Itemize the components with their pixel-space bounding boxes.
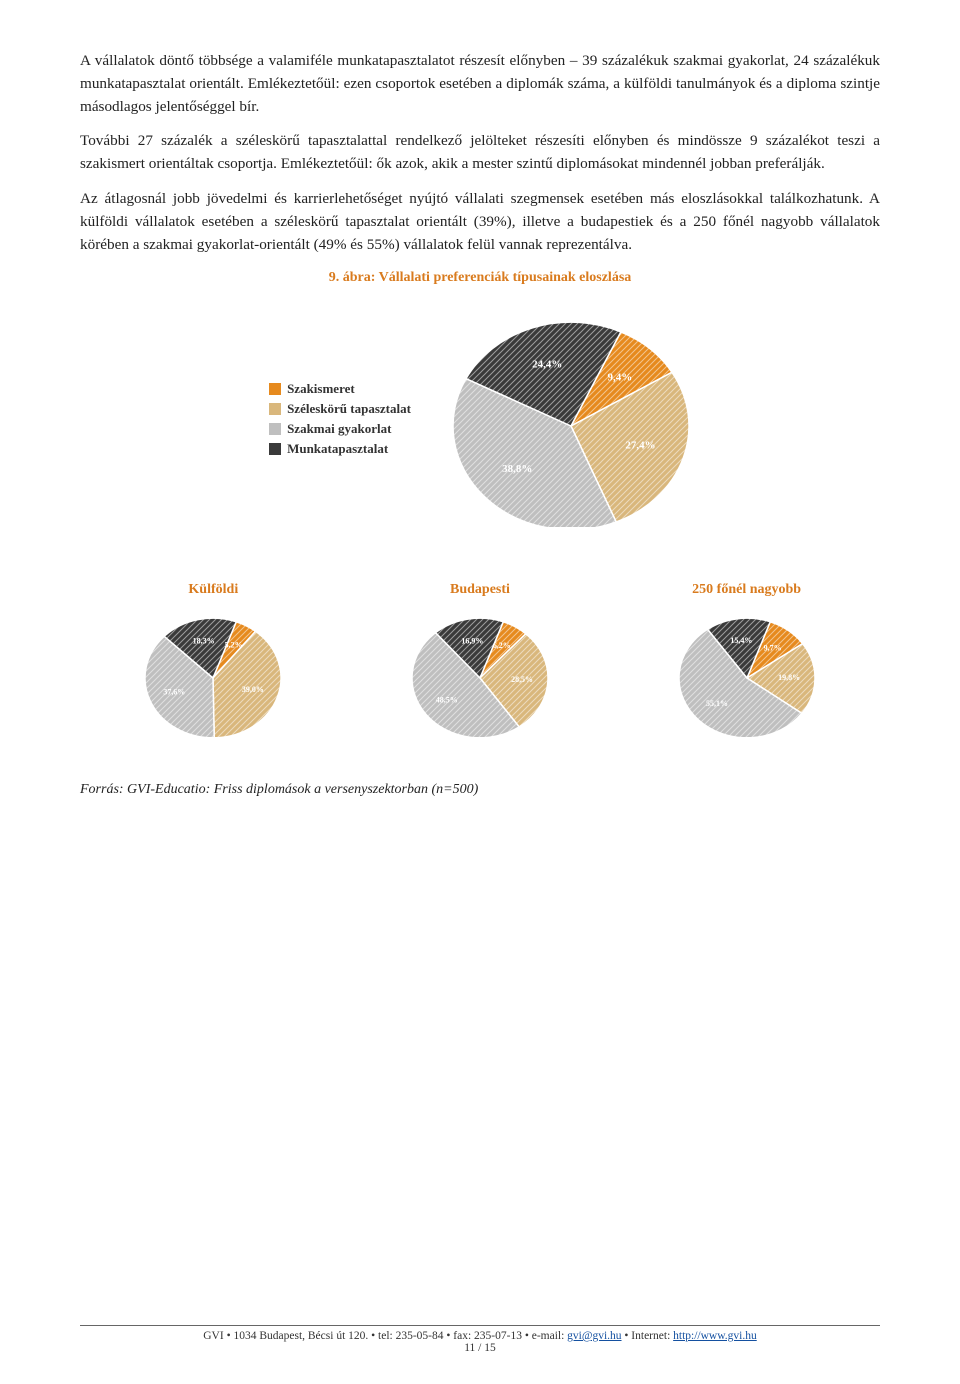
pie-slice-label: 28,5%: [511, 675, 533, 684]
pie-slice-label: 37,6%: [164, 688, 186, 697]
pie-slice-label: 5,2%: [225, 641, 243, 650]
footer-mid: • Internet:: [622, 1330, 674, 1342]
pie-slice-label: 55,1%: [706, 699, 728, 708]
pie-slice-label: 18,3%: [193, 637, 215, 646]
legend: Szakismeret Széleskörű tapasztalat Szakmai…: [269, 377, 411, 461]
legend-swatch: [269, 383, 281, 395]
small-pie-chart: 6,2% 28,5% 48,5% 16,9%: [410, 608, 550, 742]
legend-item: Szakmai gyakorlat: [269, 421, 411, 437]
small-chart-title: 250 főnél nagyobb: [677, 582, 817, 598]
source-text: Forrás: GVI-Educatio: Friss diplomások a…: [80, 782, 880, 798]
pie-slice-label: 9,7%: [763, 644, 781, 653]
footer-address: GVI • 1034 Budapest, Bécsi út 120. • tel…: [203, 1330, 567, 1342]
footer-url-link[interactable]: http://www.gvi.hu: [673, 1330, 757, 1342]
legend-label: Széleskörű tapasztalat: [287, 401, 411, 417]
legend-label: Szakismeret: [287, 381, 355, 397]
legend-item: Munkatapasztalat: [269, 441, 411, 457]
small-charts-row: Külföldi 5,2% 39,0% 37,6% 18,3% Budapesti 6,…: [80, 582, 880, 742]
figure-title: 9. ábra: Vállalati preferenciák típusain…: [80, 270, 880, 286]
footer-page-number: 11 / 15: [80, 1342, 880, 1354]
pie-slice-label: 27,4%: [625, 440, 655, 452]
figure-label: ábra: Vállalati preferenciák típusainak …: [343, 270, 632, 285]
small-pie-chart: 9,7% 19,8% 55,1% 15,4%: [677, 608, 817, 742]
legend-item: Szakismeret: [269, 381, 411, 397]
pie-slice-label: 48,5%: [436, 696, 458, 705]
small-pie-chart: 5,2% 39,0% 37,6% 18,3%: [143, 608, 283, 742]
pie-slice-label: 15,4%: [730, 636, 752, 645]
legend-swatch: [269, 403, 281, 415]
legend-label: Munkatapasztalat: [287, 441, 388, 457]
pie-slice-label: 24,4%: [532, 359, 562, 371]
pie-slice-label: 19,8%: [778, 673, 800, 682]
legend-item: Széleskörű tapasztalat: [269, 401, 411, 417]
footer-email-link[interactable]: gvi@gvi.hu: [567, 1330, 621, 1342]
small-chart: 250 főnél nagyobb 9,7% 19,8% 55,1% 15,4%: [677, 582, 817, 742]
paragraph-2: További 27 százalék a széleskörű tapaszt…: [80, 130, 880, 176]
pie-slice-label: 39,0%: [242, 685, 264, 694]
small-chart-title: Budapesti: [410, 582, 550, 598]
small-chart-title: Külföldi: [143, 582, 283, 598]
figure-number: 9.: [329, 270, 340, 285]
footer: GVI • 1034 Budapest, Bécsi út 120. • tel…: [80, 1325, 880, 1354]
small-chart: Budapesti 6,2% 28,5% 48,5% 16,9%: [410, 582, 550, 742]
pie-slice-label: 6,2%: [493, 641, 511, 650]
main-pie-chart: 9,4% 27,4% 38,8% 24,4%: [451, 306, 691, 532]
main-chart-area: Szakismeret Széleskörű tapasztalat Szakmai…: [80, 306, 880, 532]
pie-slice-label: 9,4%: [607, 372, 632, 384]
paragraph-3: Az átlagosnál jobb jövedelmi és karrierl…: [80, 188, 880, 256]
legend-label: Szakmai gyakorlat: [287, 421, 391, 437]
paragraph-1: A vállalatok döntő többsége a valamiféle…: [80, 50, 880, 118]
pie-slice-label: 16,9%: [461, 637, 483, 646]
pie-slice-label: 38,8%: [502, 464, 532, 476]
legend-swatch: [269, 443, 281, 455]
legend-swatch: [269, 423, 281, 435]
small-chart: Külföldi 5,2% 39,0% 37,6% 18,3%: [143, 582, 283, 742]
